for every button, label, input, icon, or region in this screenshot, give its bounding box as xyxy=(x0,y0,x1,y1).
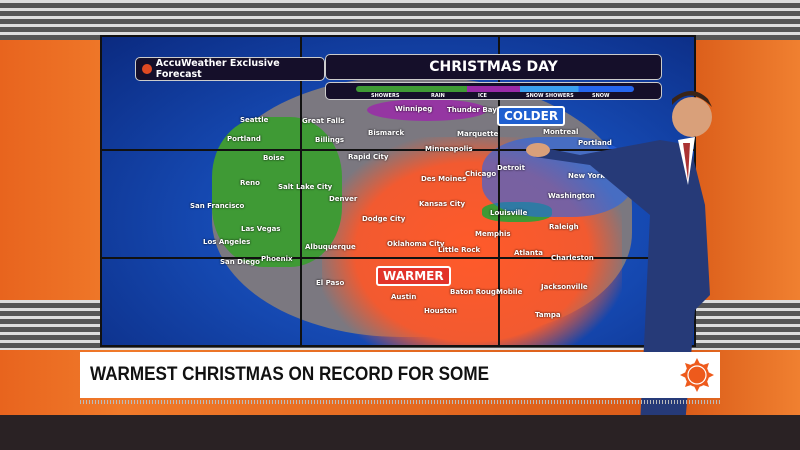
city-label: Phoenix xyxy=(261,255,293,263)
city-label: Marquette xyxy=(457,130,499,138)
city-label: San Diego xyxy=(220,258,260,266)
showers-region-west xyxy=(212,117,342,267)
studio-floor xyxy=(0,415,800,450)
city-label: Seattle xyxy=(240,116,269,124)
city-label: Detroit xyxy=(497,164,525,172)
city-label: Atlanta xyxy=(514,249,543,257)
city-label: Salt Lake City xyxy=(278,183,333,191)
brand-badge: AccuWeather Exclusive Forecast xyxy=(135,57,325,81)
city-label: Des Moines xyxy=(421,175,467,183)
city-label: Kansas City xyxy=(419,200,466,208)
precip-legend: SHOWERS RAIN ICE SNOW SHOWERS SNOW xyxy=(325,82,662,100)
city-label: Louisville xyxy=(490,209,528,217)
city-label: Memphis xyxy=(475,230,511,238)
legend-label: ICE xyxy=(478,93,487,99)
city-label: Billings xyxy=(315,136,345,144)
city-label: Oklahoma City xyxy=(387,240,445,248)
city-label: Albuquerque xyxy=(305,243,356,251)
city-label: Baton Rouge xyxy=(450,288,501,296)
colder-tag: COLDER xyxy=(497,106,566,126)
headline: WARMEST CHRISTMAS ON RECORD FOR SOME xyxy=(90,364,490,385)
city-label: New York xyxy=(568,172,605,180)
sun-icon xyxy=(680,358,714,392)
brand-label: AccuWeather Exclusive Forecast xyxy=(155,58,280,80)
city-label: El Paso xyxy=(316,279,345,287)
city-label: Washington xyxy=(548,192,595,200)
city-label: Winnipeg xyxy=(395,105,433,113)
ice-region xyxy=(367,99,487,121)
city-label: Charleston xyxy=(551,254,594,262)
city-label: Las Vegas xyxy=(241,225,281,233)
city-label: San Francisco xyxy=(190,202,245,210)
legend-label: SHOWERS xyxy=(371,93,400,99)
city-label: Mobile xyxy=(496,288,523,296)
warmer-tag: WARMER xyxy=(376,266,451,286)
legend-label: SNOW SHOWERS xyxy=(526,93,574,99)
city-label: Houston xyxy=(424,307,457,315)
city-label: Chicago xyxy=(465,170,497,178)
city-label: Rapid City xyxy=(348,153,389,161)
studio-stripes xyxy=(0,0,800,40)
city-label: Tampa xyxy=(535,311,561,319)
city-label: Great Falls xyxy=(302,117,345,125)
city-label: Bismarck xyxy=(368,129,405,137)
legend-label: SNOW xyxy=(592,93,610,99)
city-label: Thunder Bay xyxy=(447,106,497,114)
city-label: Austin xyxy=(391,293,417,301)
map-title: CHRISTMAS DAY xyxy=(325,54,662,80)
accuweather-logo-icon xyxy=(142,64,152,74)
city-label: Los Angeles xyxy=(203,238,251,246)
city-label: Portland xyxy=(578,139,612,147)
city-label: Boise xyxy=(263,154,285,162)
legend-bar xyxy=(356,86,634,92)
city-label: Portland xyxy=(227,135,261,143)
city-label: Jacksonville xyxy=(541,283,588,291)
city-label: Montreal xyxy=(543,128,579,136)
city-label: Dodge City xyxy=(362,215,406,223)
city-label: Reno xyxy=(240,179,260,187)
lower-third-banner: WARMEST CHRISTMAS ON RECORD FOR SOME xyxy=(80,352,720,398)
city-label: Minneapolis xyxy=(425,145,473,153)
legend-label: RAIN xyxy=(431,93,445,99)
city-label: Raleigh xyxy=(549,223,579,231)
city-label: Little Rock xyxy=(438,246,481,254)
banner-hatch xyxy=(80,400,720,404)
city-label: Denver xyxy=(329,195,358,203)
